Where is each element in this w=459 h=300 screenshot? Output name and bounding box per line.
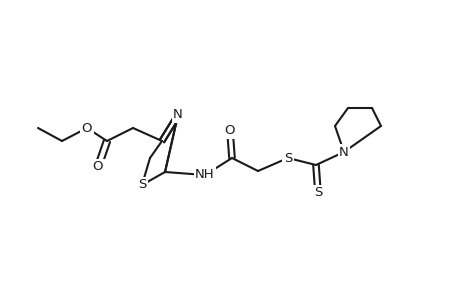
Text: N: N <box>173 109 183 122</box>
Text: O: O <box>224 124 235 137</box>
Text: S: S <box>138 178 146 191</box>
Text: N: N <box>338 146 348 158</box>
Text: NH: NH <box>195 169 214 182</box>
Text: S: S <box>283 152 291 164</box>
Text: O: O <box>82 122 92 134</box>
Text: O: O <box>93 160 103 173</box>
Text: S: S <box>313 187 321 200</box>
